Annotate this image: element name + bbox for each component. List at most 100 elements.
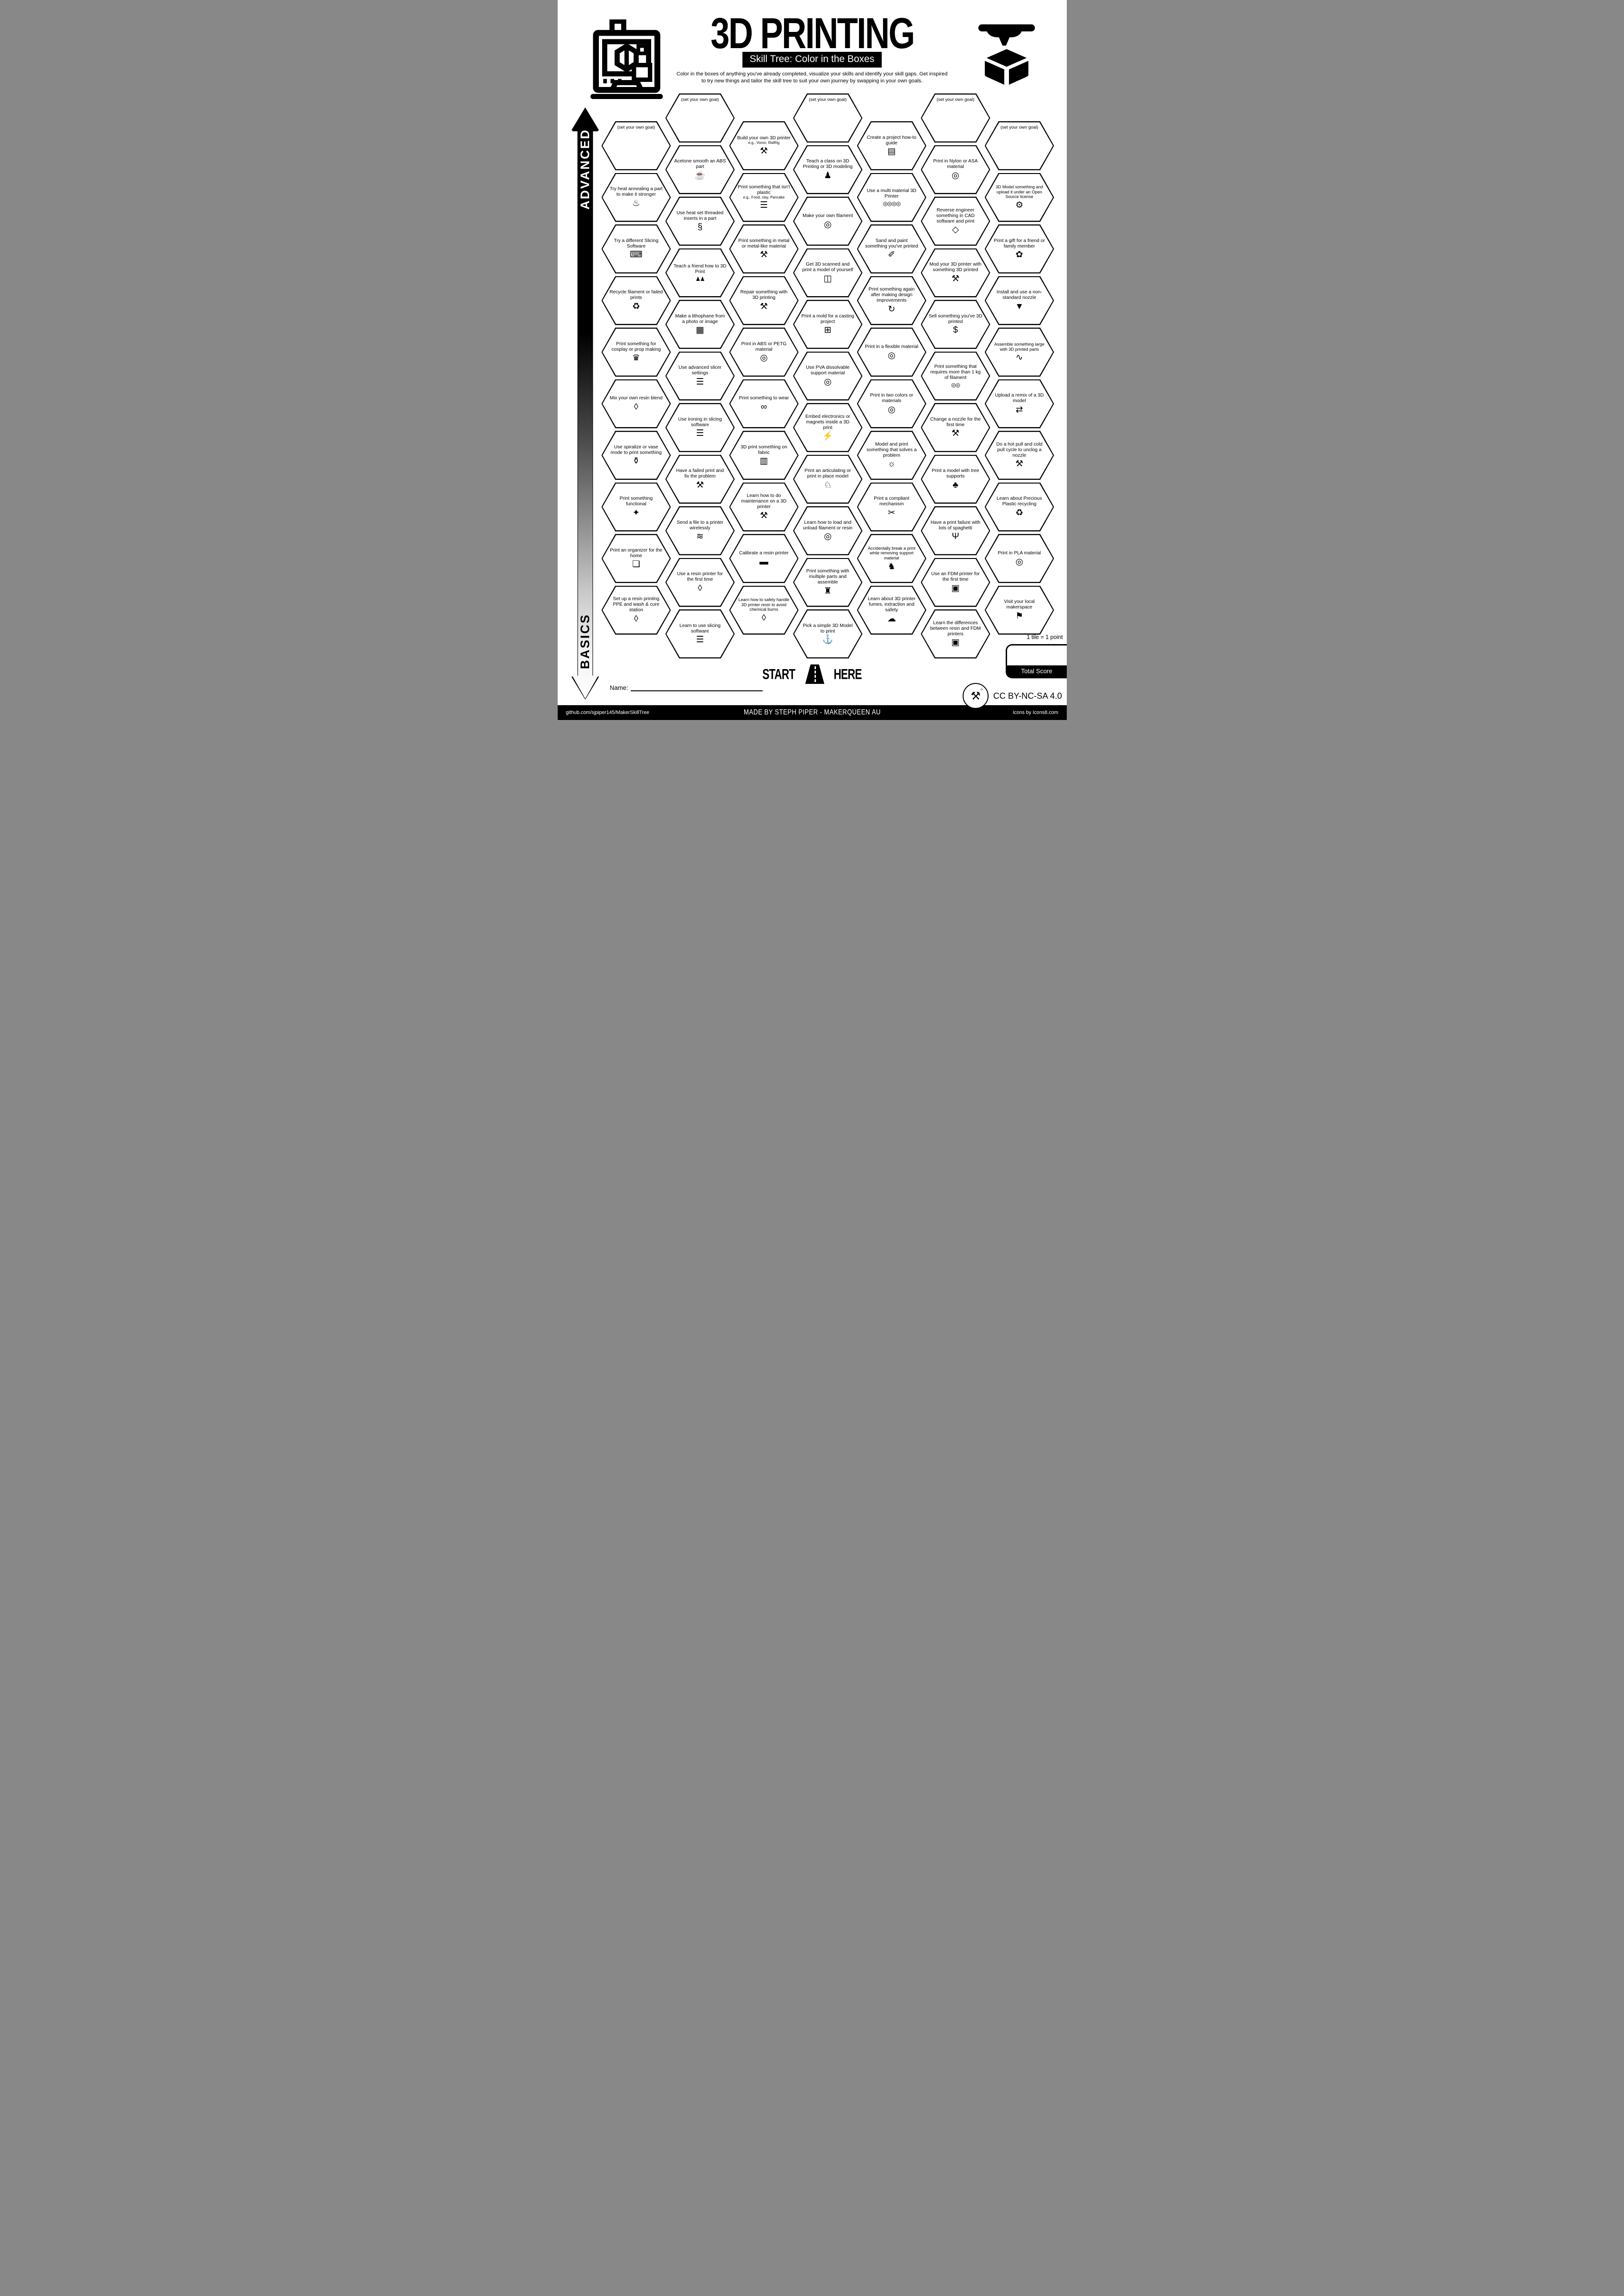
hex-goal-tile[interactable]: (set your own goal) xyxy=(793,93,863,143)
hex-tile[interactable]: Learn about Precious Plastic recycling ♻ xyxy=(984,482,1054,532)
hex-tile[interactable]: Learn the differences between resin and … xyxy=(921,609,990,658)
fdm-printer-icon: ▣ xyxy=(951,583,960,593)
hex-label: Use ironing in slicing software xyxy=(678,416,722,428)
hex-tile[interactable]: Change a nozzle for the first time ⚒ xyxy=(921,403,990,452)
hex-goal-tile[interactable]: (set your own goal) xyxy=(665,93,735,143)
hex-label: Calibrate a resin printer xyxy=(739,550,789,556)
hex-content: Print an articulating or print in place … xyxy=(793,455,863,504)
hex-tile[interactable]: 3D print something on fabric ▥ xyxy=(729,431,799,480)
hex-tile[interactable]: Print in two colors or materials ◎ xyxy=(857,379,927,428)
hex-tile-face xyxy=(985,225,1053,273)
hex-label: Print a gift for a friend or family memb… xyxy=(994,238,1045,249)
hex-tile[interactable]: Print something in metal or metal-like m… xyxy=(729,224,799,273)
hex-label: Do a hot pull and cold pull cycle to unc… xyxy=(996,441,1043,458)
hex-tile[interactable]: Mod your 3D printer with something 3D pr… xyxy=(921,248,990,298)
score-input-area[interactable] xyxy=(1007,645,1067,665)
hex-tile[interactable]: Have a print failure with lots of spaghe… xyxy=(921,506,990,555)
hex-tile[interactable]: Upload a remix of a 3D model ⇄ xyxy=(984,379,1054,428)
hex-tile[interactable]: Print an organizer for the home ❏ xyxy=(601,534,671,583)
hex-tile[interactable]: Create a project how-to guide ▤ xyxy=(857,121,927,170)
hex-label: Print in PLA material xyxy=(997,550,1041,556)
hex-tile[interactable]: Print something functional ✦ xyxy=(601,482,671,532)
hex-tile[interactable]: Use ironing in slicing software ☰ xyxy=(665,403,735,452)
hex-tile[interactable]: Sand and paint something you've printed ✐ xyxy=(857,224,927,273)
hex-tile[interactable]: Recycle filament or failed prints ♻ xyxy=(601,276,671,325)
hex-tile[interactable]: Learn how to load and unload filament or… xyxy=(793,506,863,555)
hex-tile[interactable]: Try a different Slicing Software ⌨ xyxy=(601,224,671,273)
hex-content: Print in ABS or PETG material ◎ xyxy=(729,328,799,377)
hex-tile[interactable]: Build your own 3D printer e.g., Voron, Ra… xyxy=(729,121,799,170)
hex-tile[interactable]: Print something again after making desig… xyxy=(857,276,927,325)
hex-tile[interactable]: Try heat annealing a part to make it str… xyxy=(601,173,671,222)
hex-tile[interactable]: Make a lithophane from a photo or image ▦ xyxy=(665,300,735,349)
hex-tile[interactable]: Print something for cosplay or prop maki… xyxy=(601,328,671,377)
hex-tile[interactable]: Have a failed print and fix the problem ⚒ xyxy=(665,454,735,504)
hex-tile[interactable]: Install and use a non-standard nozzle ▼ xyxy=(984,276,1054,325)
hex-tile[interactable]: Get 3D scanned and print a model of your… xyxy=(793,248,863,298)
hex-tile[interactable]: Print in ABS or PETG material ◎ xyxy=(729,328,799,377)
hex-label: Print something functional xyxy=(619,496,653,507)
tools-icon: ⚒ xyxy=(951,273,960,284)
hex-tile[interactable]: Print in Nylon or ASA material ◎ xyxy=(921,145,990,194)
hex-goal-tile[interactable]: (set your own goal) xyxy=(601,121,671,170)
hex-tile[interactable]: Reverse engineer something in CAD softwa… xyxy=(921,197,990,246)
hex-tile[interactable]: Sell something you've 3D printed $ xyxy=(921,300,990,349)
hex-label: Use spiralize or vase mode to print some… xyxy=(610,444,662,455)
hex-tile[interactable]: Use spiralize or vase mode to print some… xyxy=(601,431,671,480)
hex-tile[interactable]: Learn to use slicing software ☰ xyxy=(665,609,735,658)
hex-tile[interactable]: Print something with multiple parts and … xyxy=(793,558,863,607)
difficulty-axis-arrow: ADVANCED BASICS xyxy=(571,107,599,700)
hex-tile[interactable]: Learn about 3D printer fumes, extraction… xyxy=(857,585,927,635)
hex-tile[interactable]: Teach a class on 3D Printing or 3D model… xyxy=(793,145,863,194)
hex-tile[interactable]: Print a model with tree supports ♣ xyxy=(921,454,990,504)
hex-tile[interactable]: Print a compliant mechanism ✂ xyxy=(857,482,927,532)
hex-tile[interactable]: Print something that isn't plastic e.g., … xyxy=(729,173,799,222)
hex-tile[interactable]: Print in a flexible material ◎ xyxy=(857,328,927,377)
hex-tile[interactable]: Set up a resin printing PPE and wash & c… xyxy=(601,585,671,635)
hex-tile[interactable]: Use advanced slicer settings ☰ xyxy=(665,351,735,401)
hex-tile[interactable]: Make your own filament ◎ xyxy=(793,197,863,246)
hex-tile[interactable]: Use heat set threaded inserts in a part § xyxy=(665,197,735,246)
hex-tile[interactable]: Learn how to do maintenance on a 3D prin… xyxy=(729,482,799,532)
hex-goal-tile[interactable]: (set your own goal) xyxy=(921,93,990,143)
hex-tile-face xyxy=(858,483,926,531)
hex-tile[interactable]: Repair something with 3D printing ⚒ xyxy=(729,276,799,325)
hex-goal-tile[interactable]: (set your own goal) xyxy=(984,121,1054,170)
hex-tile[interactable]: Print a gift for a friend or family memb… xyxy=(984,224,1054,273)
hex-label: Print an organizer for the home xyxy=(610,547,663,558)
hex-content: Have a failed print and fix the problem ⚒ xyxy=(666,455,735,504)
hex-tile[interactable]: Acetone smooth an ABS part ☕ xyxy=(665,145,735,194)
recycle-icon: ♻ xyxy=(1015,508,1024,518)
hex-tile[interactable]: Print something to wear ∞ xyxy=(729,379,799,428)
hex-tile[interactable]: Print something that requires more than … xyxy=(921,351,990,401)
hex-tile[interactable]: 3D Model something and upload it under a… xyxy=(984,173,1054,222)
hex-tile[interactable]: Use PVA dissolvable support material ◎ xyxy=(793,351,863,401)
hex-tile[interactable]: Model and print something that solves a … xyxy=(857,431,927,480)
hex-tile[interactable]: Do a hot pull and cold pull cycle to unc… xyxy=(984,431,1054,480)
hex-tile[interactable]: Learn how to safely handle 3D printer re… xyxy=(729,585,799,635)
hex-content: Do a hot pull and cold pull cycle to unc… xyxy=(985,431,1054,480)
hex-tile[interactable]: Use a resin printer for the first time ◊ xyxy=(665,558,735,607)
hex-content: Embed electronics or magnets inside a 3D… xyxy=(793,403,863,452)
hex-tile[interactable]: Print a mold for a casting project ⊞ xyxy=(793,300,863,349)
hex-tile[interactable]: Send a file to a printer wirelessly ≋ xyxy=(665,506,735,555)
name-input-line[interactable] xyxy=(631,684,763,691)
gift-bow-icon: ✿ xyxy=(1015,250,1023,260)
hex-tile-face xyxy=(858,122,926,169)
hex-content: Use advanced slicer settings ☰ xyxy=(666,352,735,401)
hex-tile[interactable]: Mix your own resin blend ◊ xyxy=(601,379,671,428)
hex-tile-face xyxy=(794,507,862,554)
hex-label: (set your own goal) xyxy=(681,97,719,102)
hex-tile[interactable]: Use an FDM printer for the first time ▣ xyxy=(921,558,990,607)
hex-tile[interactable]: Print in PLA material ◎ xyxy=(984,534,1054,583)
hex-tile[interactable]: Accidentally break a print while removin… xyxy=(857,534,927,583)
hex-tile[interactable]: Visit your local makerspace ⚑ xyxy=(984,585,1054,635)
hex-tile[interactable]: Embed electronics or magnets inside a 3D… xyxy=(793,403,863,452)
hex-tile[interactable]: Pick a simple 3D Model to print ⚓ xyxy=(793,609,863,658)
hex-tile[interactable]: Print an articulating or print in place … xyxy=(793,454,863,504)
hex-tile[interactable]: Use a multi material 3D Printer ◎◎◎◎ xyxy=(857,173,927,222)
hex-tile[interactable]: Calibrate a resin printer ▬ xyxy=(729,534,799,583)
hex-tile[interactable]: Assemble something large with 3D printed… xyxy=(984,328,1054,377)
hex-content: Create a project how-to guide ▤ xyxy=(857,121,927,170)
hex-tile[interactable]: Teach a friend how to 3D Print ♟♟ xyxy=(665,248,735,298)
